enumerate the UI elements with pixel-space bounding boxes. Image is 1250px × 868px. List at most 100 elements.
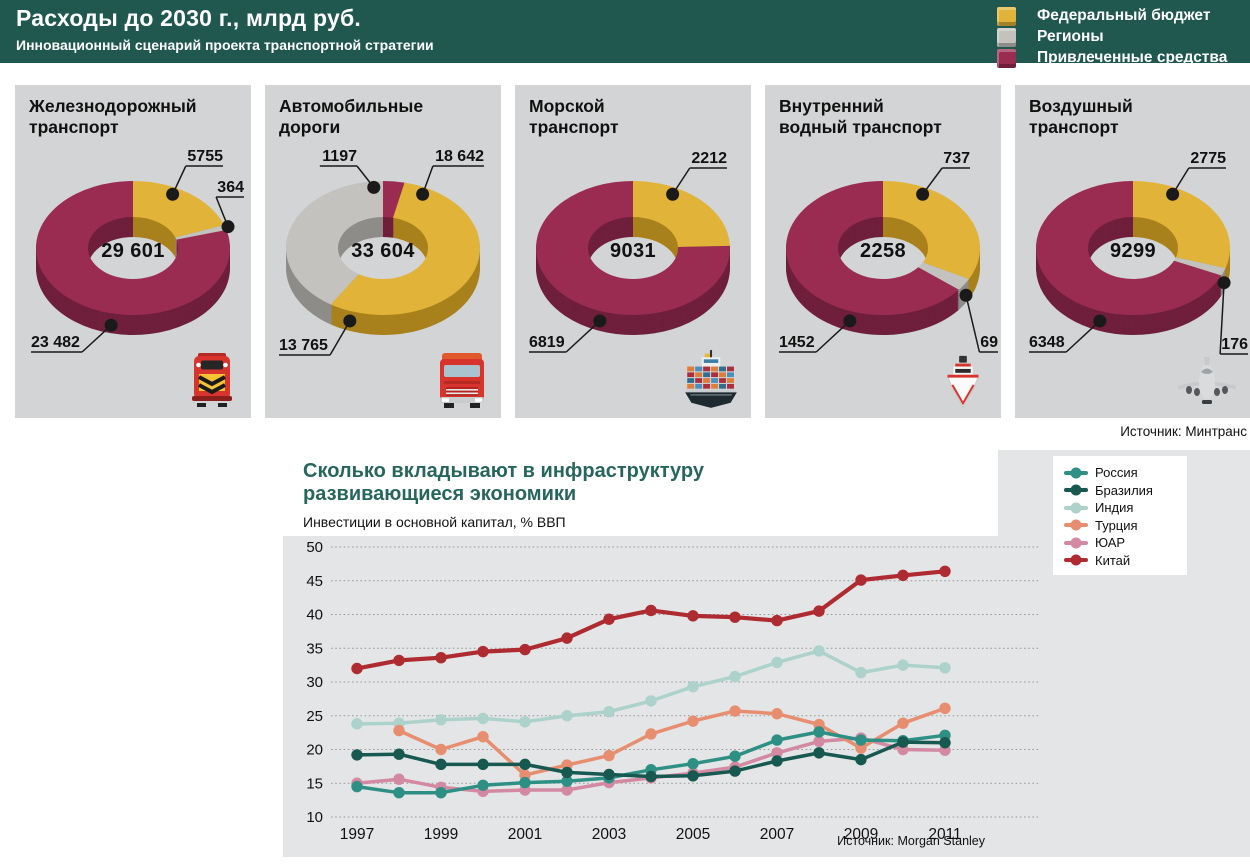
data-point-brazil xyxy=(561,766,573,779)
chart-legend-item-china: Китай xyxy=(1064,552,1187,570)
data-point-brazil xyxy=(687,770,699,782)
data-point-russia xyxy=(477,779,489,791)
donut-panel-1: Автомобильные дороги 1197 18 642 13 765 33 60… xyxy=(265,85,501,418)
data-point-china xyxy=(939,565,951,577)
donut-chart: 737 69 1452 2258 xyxy=(779,150,998,353)
panel-title: Морской транспорт xyxy=(529,96,619,138)
x-axis-tick: 2007 xyxy=(760,826,794,843)
data-point-south-africa xyxy=(813,735,825,748)
panel-title: Воздушный транспорт xyxy=(1029,96,1133,138)
panel-title: Внутренний водный транспорт xyxy=(779,96,942,138)
data-point-india xyxy=(687,681,699,693)
donut-slice-federal-budget xyxy=(1133,181,1231,269)
data-point-china xyxy=(351,662,363,675)
donut-chart: 2775 176 6348 9299 xyxy=(1029,150,1248,355)
data-point-south-africa xyxy=(393,773,405,785)
data-point-turkey xyxy=(603,749,615,762)
donut-chart: 5755 364 23 482 29 601 xyxy=(31,148,244,353)
callout-line xyxy=(1065,320,1101,353)
legend-marker-icon xyxy=(1064,519,1088,531)
data-point-brazil xyxy=(855,753,867,766)
callout-dot xyxy=(367,180,381,194)
boat-icon xyxy=(934,353,992,411)
donut-panel-4: Воздушный транспорт 2775 176 6348 9299 xyxy=(1015,85,1250,418)
data-point-russia xyxy=(351,780,363,793)
data-point-brazil xyxy=(939,737,951,749)
page-title: Расходы до 2030 г., млрд руб. xyxy=(16,5,361,31)
legend-label: Россия xyxy=(1095,465,1138,481)
slice-value-label: 6348 xyxy=(1029,334,1065,351)
data-point-turkey xyxy=(435,743,447,756)
panel-title-line: транспорт xyxy=(529,117,619,137)
donut-slice-attracted-funds xyxy=(535,181,730,315)
data-point-india xyxy=(897,659,909,671)
callout-line xyxy=(815,320,851,353)
data-point-russia xyxy=(435,787,447,799)
callout-line xyxy=(965,295,981,353)
slice-value-label: 1452 xyxy=(779,334,815,351)
donut-total: 9031 xyxy=(610,240,656,262)
chart-title-line2: развивающиеся экономики xyxy=(303,483,577,505)
chart-subtitle: Инвестиции в основной капитал, % ВВП xyxy=(303,514,566,530)
y-axis-tick: 50 xyxy=(306,539,323,556)
panel-title-line: Железнодорожный xyxy=(29,96,197,116)
data-point-russia xyxy=(393,787,405,799)
donut-total: 2258 xyxy=(860,240,906,262)
ship-icon xyxy=(680,349,742,411)
x-axis-tick: 2009 xyxy=(844,826,878,843)
slice-value-label: 737 xyxy=(943,150,970,167)
callout-dot xyxy=(593,314,607,328)
panel-title-line: Воздушный xyxy=(1029,96,1133,116)
legend-label: Привлеченные средства xyxy=(1037,49,1228,66)
legend-label: Китай xyxy=(1095,552,1131,568)
y-axis-tick: 45 xyxy=(306,573,323,590)
callout-dot xyxy=(843,314,857,328)
callout-dot xyxy=(959,288,973,302)
data-point-turkey xyxy=(771,708,783,720)
donut-total: 29 601 xyxy=(101,240,165,262)
data-point-turkey xyxy=(897,717,909,729)
panel-title-line: дороги xyxy=(279,117,341,137)
callout-dot xyxy=(666,187,680,201)
slice-value-label: 1197 xyxy=(322,148,357,165)
data-point-turkey xyxy=(477,730,489,743)
legend-cube-icon xyxy=(997,48,1016,68)
budget-legend-item-regions: Регионы xyxy=(997,27,1227,47)
chart-legend-item-turkey: Турция xyxy=(1064,517,1187,535)
donut-slice-regions xyxy=(1174,257,1226,276)
data-point-india xyxy=(771,656,783,669)
legend-marker-icon xyxy=(1064,554,1088,566)
donut-slice-federal-budget xyxy=(330,182,481,316)
slice-value-label: 2212 xyxy=(691,150,727,167)
chart-title: Сколько вкладывают в инфраструктуру разв… xyxy=(303,460,998,506)
series-line-turkey xyxy=(397,706,947,777)
data-point-china xyxy=(477,645,489,658)
chart-legend-item-russia: Россия xyxy=(1064,464,1187,482)
data-point-turkey xyxy=(687,715,699,727)
data-point-china xyxy=(393,654,405,667)
data-point-india xyxy=(351,718,363,730)
y-axis-tick: 20 xyxy=(306,742,323,759)
data-point-brazil xyxy=(729,765,741,777)
data-point-brazil xyxy=(603,768,615,781)
y-axis-tick: 40 xyxy=(306,607,323,624)
data-point-brazil xyxy=(351,749,363,761)
data-point-china xyxy=(729,611,741,623)
data-point-brazil xyxy=(813,747,825,759)
header: Расходы до 2030 г., млрд руб. Инновацион… xyxy=(0,0,1250,68)
budget-legend-item-attracted-funds: Привлеченные средства xyxy=(997,48,1227,68)
data-point-south-africa xyxy=(771,747,783,759)
x-axis-tick: 2003 xyxy=(592,826,626,843)
budget-legend: Федеральный бюджет Регионы Привлеченные ср… xyxy=(997,6,1227,69)
callout-line xyxy=(329,320,351,356)
callout-dot xyxy=(1166,187,1180,201)
data-point-china xyxy=(687,610,699,622)
data-point-brazil xyxy=(393,748,405,760)
panel-title-line: Морской xyxy=(529,96,605,116)
callout-line xyxy=(81,324,112,353)
legend-marker-icon xyxy=(1064,467,1088,479)
callout-dot xyxy=(916,187,930,201)
train-icon xyxy=(182,351,242,411)
legend-label: Индия xyxy=(1095,500,1134,516)
data-point-russia xyxy=(519,776,531,789)
